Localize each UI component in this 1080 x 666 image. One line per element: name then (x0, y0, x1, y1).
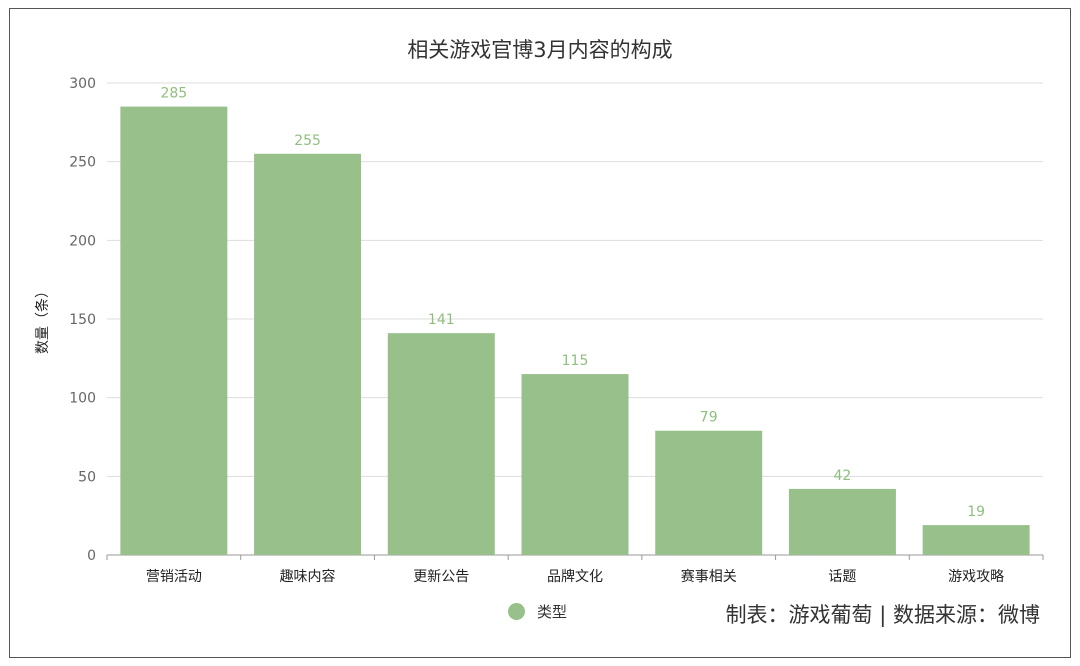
bar[interactable] (922, 525, 1030, 555)
x-tick-label: 品牌文化 (547, 568, 603, 585)
x-tick-label: 营销活动 (146, 569, 202, 585)
y-tick-label: 100 (69, 391, 96, 407)
bar-value-label: 115 (562, 353, 589, 369)
legend-label: 类型 (537, 603, 568, 621)
bar[interactable] (521, 374, 629, 555)
bar-value-label: 285 (160, 86, 187, 102)
bar-value-label: 19 (967, 504, 985, 520)
legend-swatch (508, 603, 525, 620)
bar-value-label: 42 (834, 468, 852, 484)
x-tick-label: 赛事相关 (681, 569, 737, 585)
bar[interactable] (387, 333, 495, 555)
x-tick-label: 趣味内容 (280, 568, 336, 585)
y-tick-label: 150 (69, 312, 96, 328)
bar[interactable] (655, 430, 763, 555)
x-tick-label: 话题 (828, 569, 856, 585)
x-tick-label: 游戏攻略 (948, 569, 1004, 585)
chart-title: 相关游戏官博3月内容的构成 (407, 38, 673, 62)
x-tick-label: 更新公告 (413, 569, 469, 585)
bar[interactable] (254, 153, 362, 556)
y-tick-label: 50 (78, 469, 96, 485)
y-tick-label: 250 (69, 155, 96, 171)
bar-value-label: 141 (428, 312, 455, 328)
y-tick-label: 300 (69, 76, 96, 92)
bar-value-label: 79 (700, 410, 718, 426)
bar[interactable] (120, 106, 228, 555)
bar[interactable] (788, 488, 896, 555)
bar-value-label: 255 (294, 133, 321, 149)
y-tick-label: 200 (69, 233, 96, 249)
y-tick-label: 0 (87, 548, 96, 564)
source-note: 制表：游戏葡萄 | 数据来源：微博 (725, 603, 1040, 627)
legend[interactable]: 类型 (508, 601, 567, 622)
